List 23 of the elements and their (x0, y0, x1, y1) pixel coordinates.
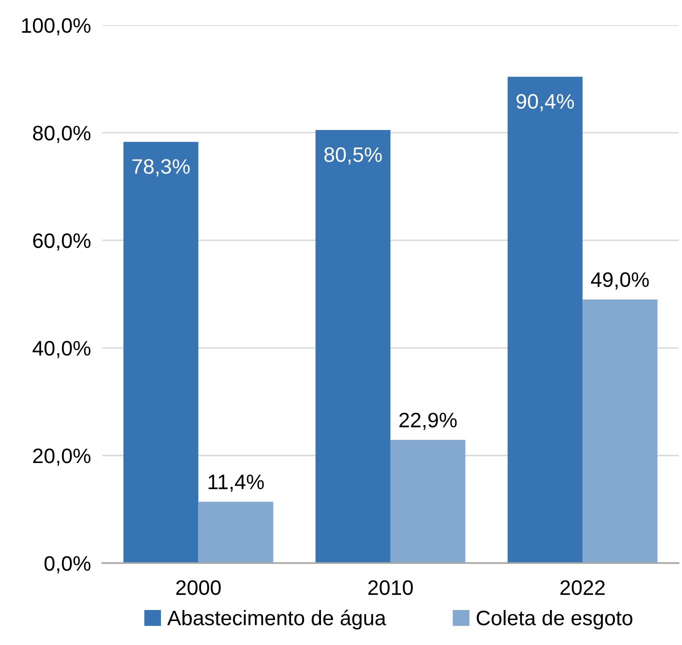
x-tick-label: 2000 (176, 580, 221, 596)
legend-label: Coleta de esgoto (476, 610, 632, 630)
y-tick-label: 0,0% (44, 556, 90, 574)
legend-label: Abastecimento de água (167, 610, 386, 630)
data-label: 22,9% (399, 412, 457, 430)
y-tick-label: 20,0% (33, 448, 90, 466)
x-tick-label: 2022 (560, 580, 605, 596)
data-label: 11,4% (208, 474, 264, 492)
bar (508, 76, 583, 564)
bar (390, 440, 466, 564)
x-tick-label: 2010 (368, 580, 413, 596)
data-label: 90,4% (516, 94, 574, 112)
y-tick-label: 40,0% (32, 340, 90, 358)
data-label: 80,5% (324, 147, 382, 165)
y-tick-label: 60,0% (33, 233, 90, 251)
data-label: 78,3% (132, 159, 190, 176)
bar (123, 142, 198, 564)
data-label: 49,0% (590, 272, 649, 290)
y-tick-label: 100,0% (22, 18, 90, 36)
bar (582, 300, 658, 564)
bar (198, 502, 274, 564)
y-tick-label: 80,0% (33, 126, 90, 143)
bar (316, 130, 390, 564)
